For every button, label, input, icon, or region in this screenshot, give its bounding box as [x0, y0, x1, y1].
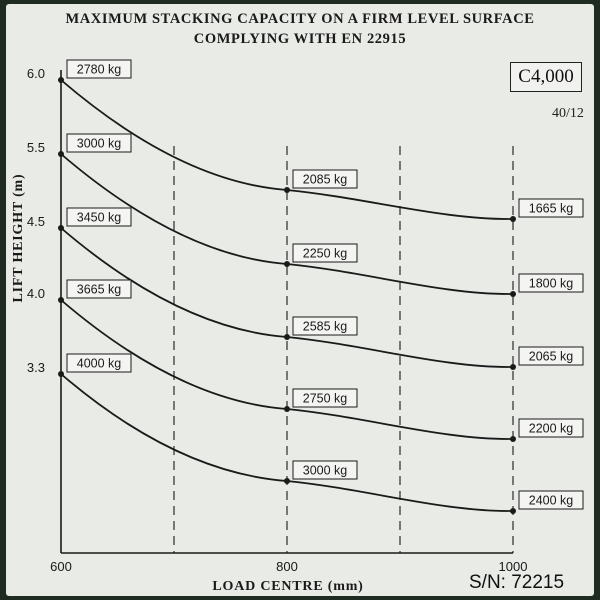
capacity-label-box [66, 59, 132, 79]
y-tick-label: 4.0 [27, 286, 45, 301]
capacity-label-box [518, 198, 584, 218]
capacity-point [510, 216, 516, 222]
x-tick-label: 1000 [499, 559, 528, 574]
capacity-plate [6, 4, 594, 596]
capacity-label: 2250 kg [303, 247, 348, 261]
chart-title-line-1: MAXIMUM STACKING CAPACITY ON A FIRM LEVE… [65, 11, 535, 27]
capacity-point [284, 261, 290, 267]
capacity-label: 1665 kg [529, 202, 574, 216]
capacity-label-box [518, 346, 584, 366]
x-axis-title: LOAD CENTRE (mm) [212, 579, 363, 594]
serial-number: S/N: 72215 [469, 572, 565, 593]
y-tick-label: 3.3 [27, 360, 45, 375]
capacity-label: 1800 kg [529, 277, 574, 291]
capacity-label: 3665 kg [77, 283, 122, 297]
capacity-point [58, 297, 64, 303]
capacity-label: 3000 kg [303, 464, 348, 478]
x-tick-label: 800 [276, 559, 298, 574]
capacity-point [510, 291, 516, 297]
capacity-label-box [66, 353, 132, 373]
capacity-point [58, 371, 64, 377]
capacity-label-box [518, 490, 584, 510]
capacity-label: 2400 kg [529, 494, 574, 508]
capacity-point [284, 187, 290, 193]
capacity-point [510, 436, 516, 442]
capacity-label: 3000 kg [77, 137, 122, 151]
y-tick-label: 4.5 [27, 214, 45, 229]
capacity-label-box [292, 316, 358, 336]
capacity-point [58, 225, 64, 231]
capacity-label: 4000 kg [77, 357, 122, 371]
capacity-point [284, 478, 290, 484]
capacity-point [284, 334, 290, 340]
capacity-point [284, 406, 290, 412]
capacity-label-box [66, 133, 132, 153]
capacity-point [58, 77, 64, 83]
y-axis-title: LIFT HEIGHT (m) [11, 174, 26, 303]
capacity-label-box [292, 169, 358, 189]
capacity-label: 2200 kg [529, 422, 574, 436]
capacity-label: 2065 kg [529, 350, 574, 364]
capacity-label-box [518, 273, 584, 293]
capacity-point [510, 508, 516, 514]
capacity-label: 2750 kg [303, 392, 348, 406]
capacity-label: 2585 kg [303, 320, 348, 334]
capacity-label: 2780 kg [77, 63, 122, 77]
capacity-label-box [66, 279, 132, 299]
x-tick-label: 600 [50, 559, 72, 574]
y-tick-label: 6.0 [27, 66, 45, 81]
capacity-date: 40/12 [552, 106, 584, 121]
capacity-label-box [292, 460, 358, 480]
capacity-rating-box: C4,000 [510, 62, 582, 92]
capacity-label: 3450 kg [77, 211, 122, 225]
capacity-label-box [292, 243, 358, 263]
y-tick-label: 5.5 [27, 140, 45, 155]
capacity-label-box [518, 418, 584, 438]
capacity-label-box [66, 207, 132, 227]
capacity-point [510, 364, 516, 370]
capacity-label: 2085 kg [303, 173, 348, 187]
capacity-label-box [292, 388, 358, 408]
chart-title-line-2: COMPLYING WITH EN 22915 [193, 31, 407, 47]
capacity-point [58, 151, 64, 157]
